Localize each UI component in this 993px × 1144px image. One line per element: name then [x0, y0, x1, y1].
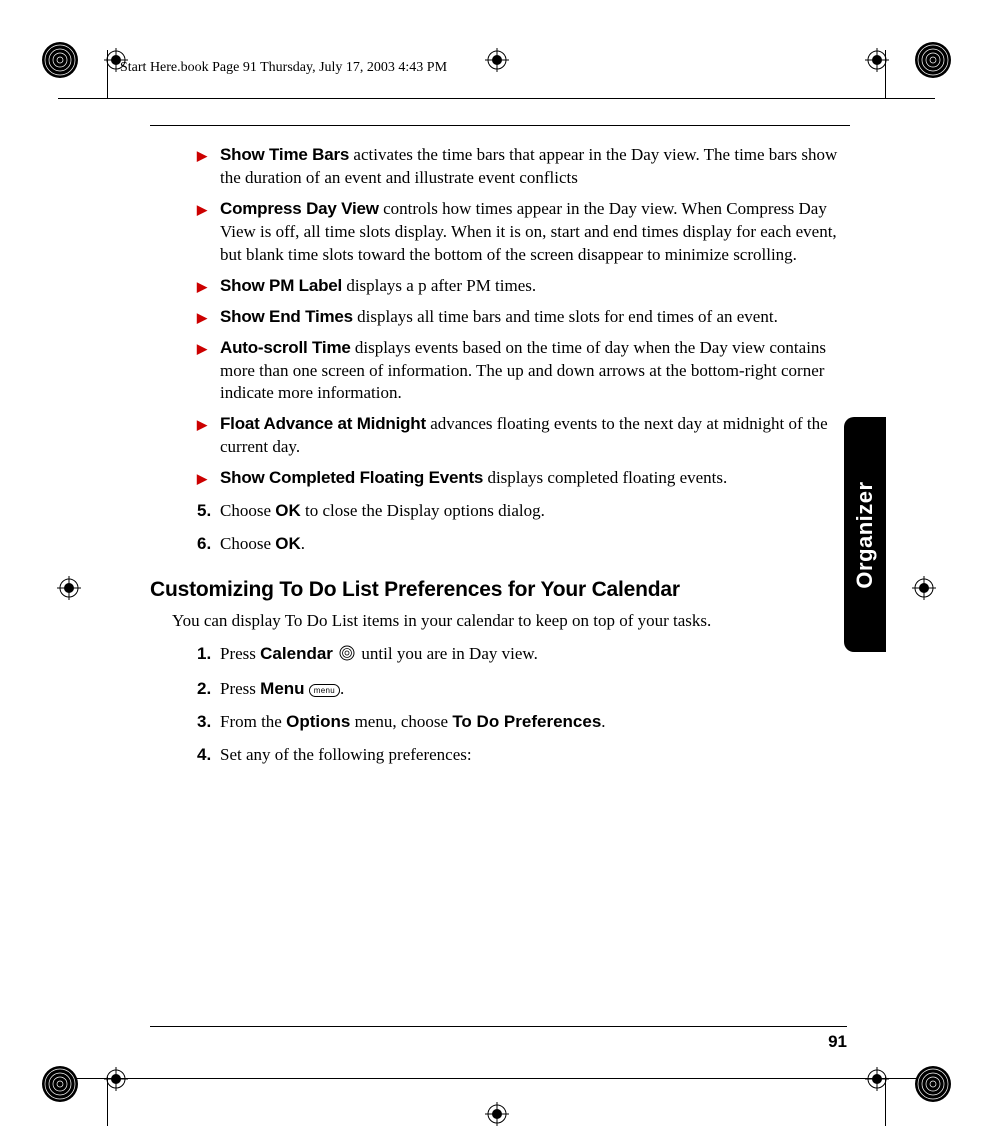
rosette-icon	[913, 40, 953, 80]
step-bold: Options	[286, 712, 350, 731]
steps-list-b: 1. Press Calendar until you are in Day v…	[197, 643, 850, 767]
content-top-rule	[150, 125, 850, 126]
registration-mark-icon	[57, 576, 81, 600]
steps-list-a: 5. Choose OK to close the Display option…	[197, 500, 850, 556]
section-intro: You can display To Do List items in your…	[172, 610, 850, 633]
registration-mark-icon	[865, 1067, 889, 1091]
step-number: 4.	[197, 744, 211, 767]
crop-line	[886, 1078, 935, 1079]
step-text: menu, choose	[350, 712, 452, 731]
rosette-icon	[913, 1064, 953, 1104]
bullet-list: ▶ Show Time Bars activates the time bars…	[220, 144, 850, 490]
step-text: .	[601, 712, 605, 731]
rosette-icon	[40, 1064, 80, 1104]
step-item: 5. Choose OK to close the Display option…	[197, 500, 850, 523]
bullet-arrow-icon: ▶	[197, 416, 207, 434]
step-number: 3.	[197, 711, 211, 734]
step-text: to close the Display options dialog.	[301, 501, 545, 520]
bullet-item: ▶ Show Completed Floating Events display…	[220, 467, 850, 490]
step-item: 2. Press Menu menu.	[197, 678, 850, 701]
page-number: 91	[828, 1032, 847, 1052]
bullet-term: Auto-scroll Time	[220, 338, 351, 357]
bullet-arrow-icon: ▶	[197, 147, 207, 165]
bullet-item: ▶ Auto-scroll Time displays events based…	[220, 337, 850, 406]
step-text: .	[301, 534, 305, 553]
rosette-icon	[40, 40, 80, 80]
content-area: ▶ Show Time Bars activates the time bars…	[150, 125, 850, 777]
crop-line	[885, 1077, 886, 1126]
registration-mark-icon	[865, 48, 889, 72]
bullet-term: Show End Times	[220, 307, 353, 326]
section-tab: Organizer	[844, 417, 886, 652]
bullet-arrow-icon: ▶	[197, 470, 207, 488]
crop-line	[885, 50, 886, 99]
registration-mark-icon	[912, 576, 936, 600]
bullet-item: ▶ Show Time Bars activates the time bars…	[220, 144, 850, 190]
menu-button-icon: menu	[309, 684, 340, 697]
step-text: .	[340, 679, 344, 698]
crop-line	[107, 98, 886, 99]
bullet-arrow-icon: ▶	[197, 309, 207, 327]
step-number: 2.	[197, 678, 211, 701]
crop-line	[107, 1078, 886, 1079]
crop-line	[58, 98, 107, 99]
crop-line	[58, 1078, 107, 1079]
registration-mark-icon	[104, 1067, 128, 1091]
bullet-term: Show Time Bars	[220, 145, 349, 164]
crop-line	[107, 50, 108, 99]
bullet-arrow-icon: ▶	[197, 278, 207, 296]
step-item: 6. Choose OK.	[197, 533, 850, 556]
book-header-text: Start Here.book Page 91 Thursday, July 1…	[120, 60, 447, 76]
registration-mark-icon	[485, 1102, 509, 1126]
crop-line	[107, 1077, 108, 1126]
step-bold: To Do Preferences	[452, 712, 601, 731]
step-number: 1.	[197, 643, 211, 666]
step-bold: Calendar	[260, 644, 333, 663]
bullet-arrow-icon: ▶	[197, 340, 207, 358]
registration-mark-icon	[485, 48, 509, 72]
step-text: Set any of the following preferences:	[220, 745, 472, 764]
step-number: 5.	[197, 500, 211, 523]
step-text: Choose	[220, 534, 275, 553]
section-tab-label: Organizer	[852, 481, 878, 588]
bullet-item: ▶ Float Advance at Midnight advances flo…	[220, 413, 850, 459]
bullet-text: displays a p after PM times.	[342, 276, 536, 295]
step-bold: OK	[275, 534, 301, 553]
step-bold: OK	[275, 501, 301, 520]
section-subhead: Customizing To Do List Preferences for Y…	[150, 578, 850, 602]
step-item: 3. From the Options menu, choose To Do P…	[197, 711, 850, 734]
step-text: until you are in Day view.	[361, 644, 537, 663]
step-text: Choose	[220, 501, 275, 520]
bullet-item: ▶ Compress Day View controls how times a…	[220, 198, 850, 267]
step-text: From the	[220, 712, 286, 731]
step-text: Press	[220, 644, 260, 663]
calendar-button-icon	[339, 645, 355, 668]
bullet-text: displays completed floating events.	[483, 468, 727, 487]
bullet-item: ▶ Show PM Label displays a p after PM ti…	[220, 275, 850, 298]
step-bold: Menu	[260, 679, 304, 698]
bullet-term: Show Completed Floating Events	[220, 468, 483, 487]
page: Start Here.book Page 91 Thursday, July 1…	[0, 0, 993, 1144]
bullet-term: Float Advance at Midnight	[220, 414, 426, 433]
step-item: 1. Press Calendar until you are in Day v…	[197, 643, 850, 668]
bullet-term: Compress Day View	[220, 199, 379, 218]
footer-rule	[150, 1026, 847, 1027]
bullet-item: ▶ Show End Times displays all time bars …	[220, 306, 850, 329]
step-item: 4. Set any of the following preferences:	[197, 744, 850, 767]
bullet-text: displays all time bars and time slots fo…	[353, 307, 778, 326]
step-text: Press	[220, 679, 260, 698]
bullet-arrow-icon: ▶	[197, 201, 207, 219]
bullet-term: Show PM Label	[220, 276, 342, 295]
step-number: 6.	[197, 533, 211, 556]
crop-line	[886, 98, 935, 99]
